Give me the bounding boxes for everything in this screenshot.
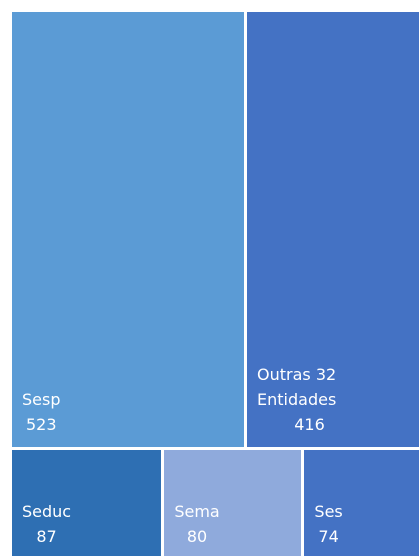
tile: Ses 74 — [304, 449, 419, 556]
tile-label: Sema 80 — [174, 499, 219, 549]
tile-name: Outras 32 Entidades — [257, 364, 337, 409]
tile-name: Seduc — [22, 501, 72, 521]
tile-name: Sesp — [22, 389, 61, 409]
tile-label: Seduc 87 — [22, 499, 71, 549]
tile-name: Ses — [314, 501, 343, 521]
tile: Seduc 87 — [12, 449, 162, 556]
tile-label: Ses 74 — [314, 499, 342, 549]
tile-value: 80 — [186, 526, 208, 546]
tile-label: Outras 32 Entidades 416 — [257, 362, 362, 437]
tile-value: 416 — [294, 414, 325, 434]
tile-name: Sema — [174, 501, 220, 521]
tile: Sesp 523 — [12, 12, 245, 447]
tile-label: Sesp 523 — [22, 387, 61, 437]
tile: Outras 32 Entidades 416 — [247, 12, 419, 447]
tile-value: 87 — [36, 526, 57, 546]
tile-value: 523 — [25, 414, 57, 434]
tile: Sema 80 — [164, 449, 302, 556]
tile-value: 74 — [318, 526, 339, 546]
